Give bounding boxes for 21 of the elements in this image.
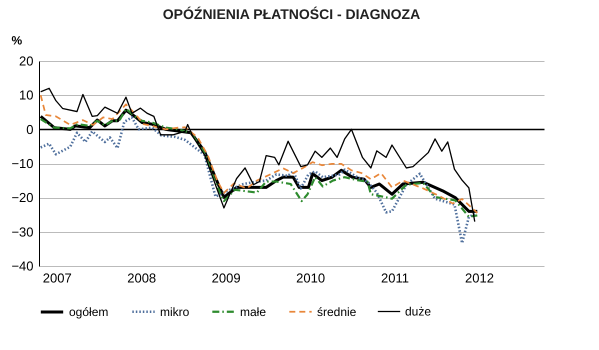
x-tick-label: 2009 — [212, 270, 241, 286]
legend-label: duże — [405, 304, 432, 318]
x-tick-label: 2011 — [381, 270, 410, 286]
x-tick-label: 2012 — [465, 270, 494, 286]
y-tick-label: 20 — [19, 54, 34, 68]
line-series — [39, 116, 476, 244]
y-tick-label: −30 — [11, 224, 34, 240]
y-tick-label: −20 — [11, 190, 34, 206]
chart-title: OPÓŹNIENIA PŁATNOŚCI - DIAGNOZA — [162, 6, 420, 22]
y-axis-title: % — [12, 34, 22, 48]
x-tick-label: 2010 — [296, 270, 326, 286]
x-tick-label: 2008 — [127, 270, 156, 286]
y-tick-label: 10 — [19, 88, 34, 103]
legend-label: mikro — [160, 304, 190, 319]
legend-label: średnie — [317, 304, 357, 319]
y-tick-label: −10 — [11, 156, 34, 171]
x-tick-label: 2007 — [42, 270, 72, 286]
legend-label: ogółem — [69, 305, 108, 319]
legend-label: małe — [240, 304, 266, 319]
y-tick-label: 0 — [26, 122, 34, 137]
y-tick-label: −40 — [11, 258, 34, 274]
